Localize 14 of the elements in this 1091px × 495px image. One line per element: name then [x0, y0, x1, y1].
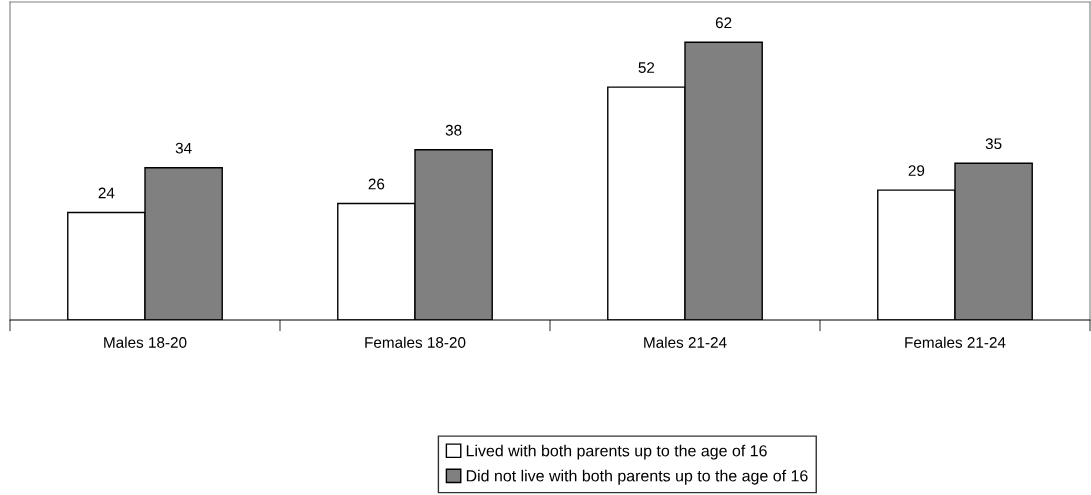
data-label: 35: [985, 138, 1002, 150]
legend-label: Did not live with both parents up to the age of 16: [466, 469, 808, 485]
data-label: 29: [908, 165, 925, 176]
x-tick-label: Females 18-20: [365, 336, 466, 348]
legend-label: Lived with both parents up to the age of 16: [466, 444, 767, 460]
data-label: 24: [98, 187, 115, 199]
data-label: 62: [715, 17, 732, 29]
data-label: 34: [175, 142, 192, 154]
x-tick-label: Females 21-24: [905, 336, 1006, 348]
data-label: 26: [368, 178, 385, 190]
data-label: 52: [638, 62, 655, 73]
x-tick-label: Males 21-24: [644, 336, 727, 348]
x-tick-label: Males 18-20: [104, 336, 187, 348]
data-label: 38: [445, 124, 462, 136]
